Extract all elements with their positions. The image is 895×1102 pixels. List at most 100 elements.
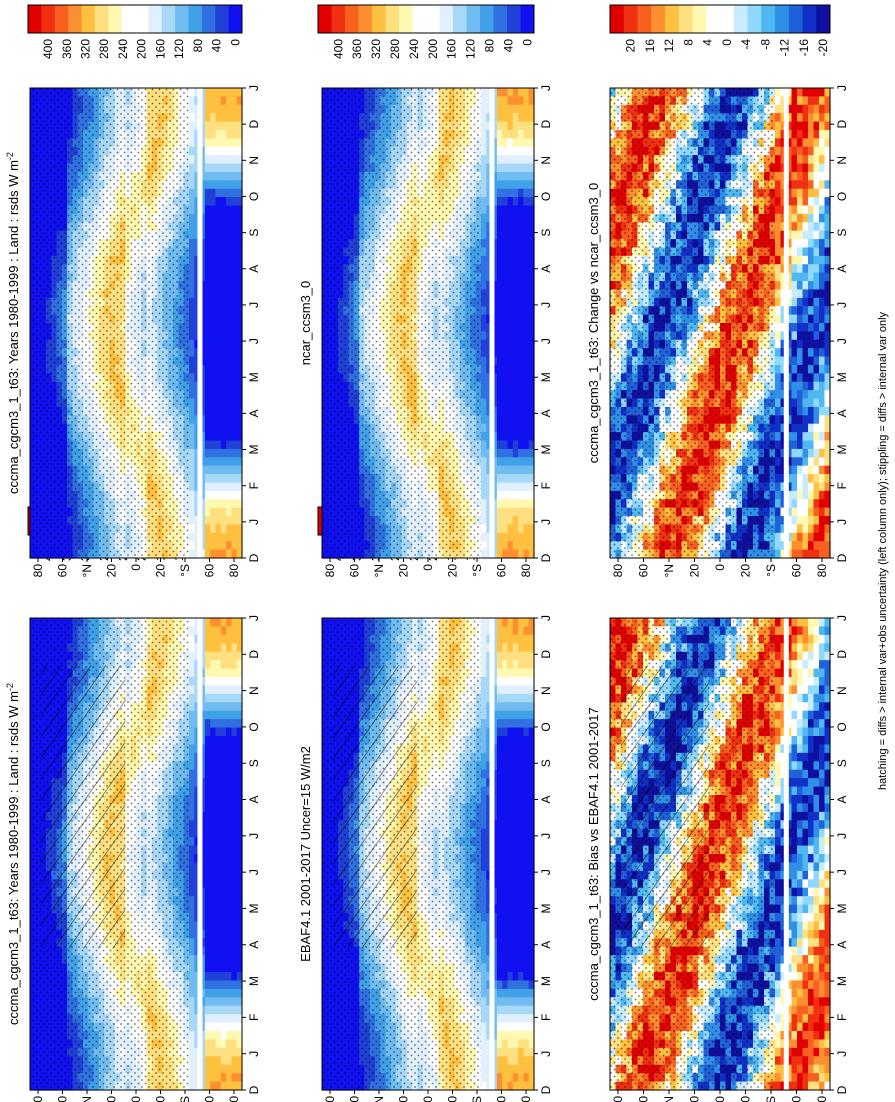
heatmap-cell	[220, 465, 227, 475]
heatmap-cell	[220, 634, 227, 644]
heatmap-cell	[189, 465, 195, 475]
heatmap-cell	[204, 769, 211, 779]
heatmap-cell	[204, 1047, 211, 1057]
y-tick-label: 60	[203, 1096, 217, 1102]
heatmap-cell	[220, 524, 227, 534]
heatmap-cell	[204, 171, 211, 181]
heatmap-cell	[226, 264, 232, 274]
heatmap-cell	[226, 845, 232, 855]
heatmap-cell	[189, 626, 195, 636]
heatmap-cell	[236, 155, 243, 165]
heatmap-cell	[231, 180, 238, 190]
heatmap-cell	[199, 980, 206, 990]
heatmap-cell	[236, 398, 243, 408]
heatmap-cell	[194, 685, 201, 695]
heatmap-cell	[210, 963, 217, 973]
heatmap-cell	[226, 448, 232, 458]
colorbar-swatch	[161, 5, 176, 33]
heatmap-cell	[199, 719, 206, 729]
y-tick-label: 60	[56, 564, 70, 578]
heatmap-cell	[236, 955, 243, 965]
heatmap-cell	[204, 331, 211, 341]
heatmap-cell	[231, 255, 238, 265]
heatmap-cell	[189, 171, 195, 181]
heatmap-cell	[220, 1014, 227, 1024]
heatmap-cell	[210, 828, 217, 838]
heatmap-cell	[231, 239, 238, 249]
missing-band	[197, 618, 203, 1090]
heatmap-cell	[220, 845, 227, 855]
heatmap-cell	[215, 736, 222, 746]
heatmap-cell	[204, 634, 211, 644]
heatmap-cell	[204, 660, 211, 670]
heatmap-cell	[189, 803, 195, 813]
heatmap-cell	[215, 465, 222, 475]
heatmap-cell	[204, 854, 211, 864]
heatmap-cell	[194, 744, 201, 754]
heatmap-cell	[194, 769, 201, 779]
heatmap-cell	[215, 180, 222, 190]
heatmap-cell	[220, 457, 227, 467]
heatmap-cell	[236, 457, 243, 467]
heatmap-cell	[204, 499, 211, 509]
heatmap-cell	[226, 524, 232, 534]
heatmap-cell	[215, 205, 222, 215]
x-tick-label: M	[247, 445, 261, 455]
heatmap-cell	[199, 904, 206, 914]
heatmap-cell	[194, 239, 201, 249]
heatmap-cell	[220, 532, 227, 542]
heatmap-cell	[194, 197, 201, 207]
heatmap-cell	[215, 719, 222, 729]
heatmap-cell	[226, 474, 232, 484]
heatmap-cell	[194, 549, 201, 559]
heatmap-cell	[236, 1064, 243, 1074]
heatmap-cell	[204, 482, 211, 492]
heatmap-cell	[236, 980, 243, 990]
heatmap-cell	[199, 289, 206, 299]
heatmap-cell	[236, 138, 243, 148]
heatmap-cell	[220, 381, 227, 391]
heatmap-cell	[189, 96, 195, 106]
heatmap-cell	[210, 507, 217, 517]
heatmap-cell	[226, 997, 232, 1007]
heatmap-cell	[194, 423, 201, 433]
heatmap-cell	[199, 448, 206, 458]
heatmap-cell	[231, 660, 238, 670]
heatmap-cell	[199, 155, 206, 165]
heatmap-cell	[231, 146, 238, 156]
heatmap-cell	[220, 795, 227, 805]
heatmap-cell	[204, 121, 211, 131]
heatmap-cell	[210, 180, 217, 190]
heatmap-cell	[215, 155, 222, 165]
heatmap-cell	[236, 507, 243, 517]
heatmap-cell	[215, 331, 222, 341]
heatmap-cell	[189, 381, 195, 391]
heatmap-cell	[204, 870, 211, 880]
heatmap-cell	[194, 693, 201, 703]
heatmap-cell	[226, 381, 232, 391]
y-tick-label: 0	[129, 564, 143, 571]
heatmap-cell	[204, 432, 211, 442]
heatmap-cell	[220, 710, 227, 720]
heatmap-cell	[215, 685, 222, 695]
heatmap-cell	[199, 946, 206, 956]
heatmap-cell	[226, 390, 232, 400]
heatmap-cell	[189, 988, 195, 998]
heatmap-cell	[231, 980, 238, 990]
heatmap-cell	[194, 314, 201, 324]
heatmap-cell	[199, 668, 206, 678]
heatmap-cell	[220, 854, 227, 864]
heatmap-cell	[236, 626, 243, 636]
heatmap-cell	[210, 188, 217, 198]
heatmap-cell	[220, 113, 227, 123]
heatmap-cell	[194, 761, 201, 771]
heatmap-cell	[231, 230, 238, 240]
heatmap-cell	[226, 803, 232, 813]
heatmap-cell	[204, 795, 211, 805]
heatmap-cell	[199, 677, 206, 687]
heatmap-cell	[204, 980, 211, 990]
heatmap-cell	[210, 1039, 217, 1049]
x-tick-label: N	[247, 156, 261, 165]
heatmap-cell	[204, 972, 211, 982]
